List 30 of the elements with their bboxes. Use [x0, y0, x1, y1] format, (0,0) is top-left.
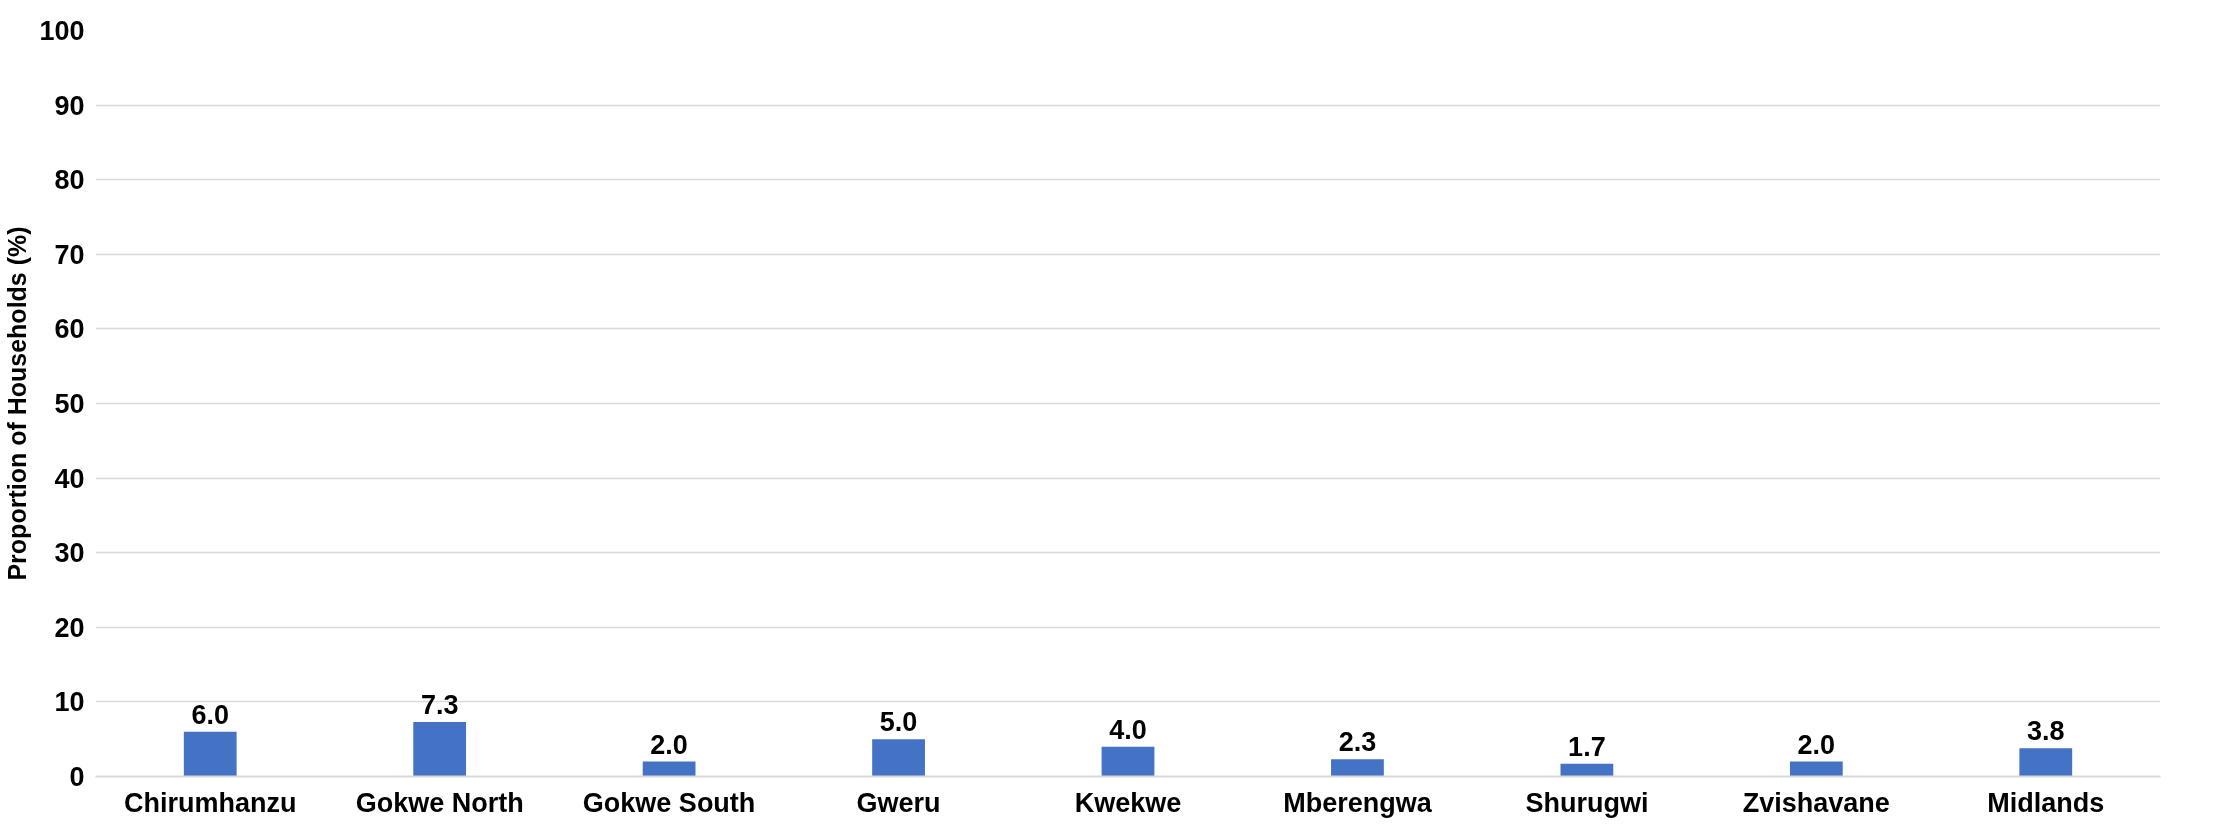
y-tick-label: 50: [54, 389, 85, 419]
x-tick-label: Gokwe South: [582, 787, 756, 818]
data-label: 5.0: [879, 707, 918, 738]
x-tick-label: Chirumhanzu: [123, 787, 297, 818]
y-tick-label: 40: [54, 463, 85, 494]
x-tick-label: Shurugwi: [1525, 787, 1649, 818]
y-tick-label: 80: [54, 165, 85, 196]
x-tick-label: Kwekwe: [1074, 787, 1182, 818]
data-label: 2.0: [650, 729, 688, 760]
x-tick-label: Midlands: [1987, 787, 2105, 818]
y-tick-label: 10: [54, 687, 85, 718]
y-tick-label: 70: [54, 239, 85, 270]
y-tick-label: 0: [69, 762, 85, 792]
data-label: 2.3: [1338, 727, 1377, 758]
data-label: 4.0: [1109, 714, 1147, 745]
y-tick-label: 100: [39, 16, 85, 46]
y-tick-label: 30: [54, 538, 85, 569]
data-label: 7.3: [420, 690, 459, 721]
data-label: 2.0: [1797, 729, 1836, 760]
data-label: 6.0: [191, 699, 229, 730]
x-tick-label: Mberengwa: [1283, 787, 1433, 818]
data-label: 1.7: [1568, 731, 1606, 762]
data-label: 3.8: [2027, 716, 2065, 747]
x-tick-label: Zvishavane: [1742, 787, 1890, 818]
y-tick-label: 20: [54, 612, 85, 643]
y-tick-label: 60: [54, 314, 85, 345]
y-tick-label: 90: [54, 90, 85, 121]
x-tick-label: Gokwe North: [355, 787, 524, 818]
x-tick-label: Gweru: [856, 787, 941, 818]
y-axis-title: Proportion of Households (%): [3, 226, 32, 581]
